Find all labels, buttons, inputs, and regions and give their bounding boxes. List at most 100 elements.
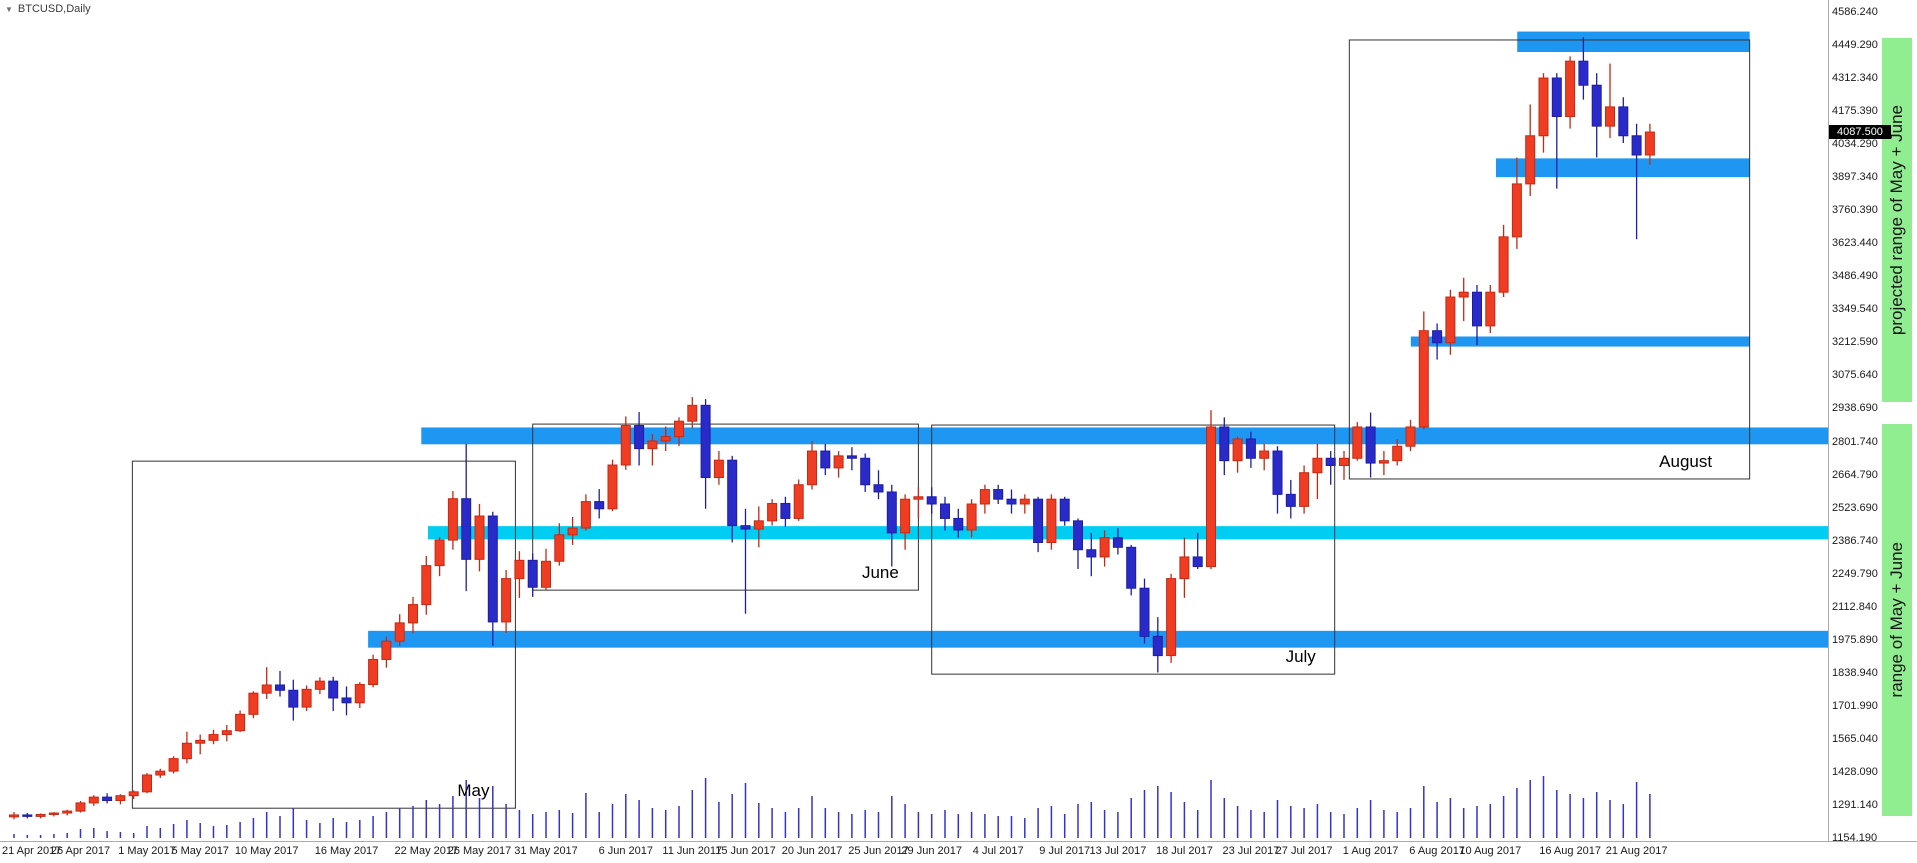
time-axis-label: 16 May 2017 [314,845,379,857]
price-axis-label: 1565.040 [1832,732,1878,745]
time-axis-label: 15 Jun 2017 [715,845,776,857]
band-projected-mid[interactable] [1495,158,1750,178]
candle [1578,60,1589,86]
candle [1445,296,1456,344]
price-axis-label: 4586.240 [1832,6,1878,18]
candle [1259,450,1270,459]
price-axis-label: 2801.740 [1832,435,1878,448]
candle [820,450,831,469]
time-axis-label: 18 Jul 2017 [1155,845,1213,857]
candle [88,796,99,804]
candle [394,622,405,642]
band-may-june-range-high[interactable] [421,427,1829,445]
time-axis-label: 31 May 2017 [514,845,578,857]
candle [434,539,445,567]
candle [1392,445,1403,462]
candle [221,730,232,736]
time-axis-separator [0,841,1917,842]
candle [301,688,312,708]
candle [447,498,458,541]
price-axis-label: 1154.190 [1832,832,1878,844]
candle [594,501,605,510]
candle [235,713,246,732]
candle [1166,578,1177,657]
candle [1033,498,1044,543]
candle [607,464,618,510]
candle [1591,84,1602,127]
candle [115,795,126,802]
candle [1525,135,1536,185]
candle [314,680,325,690]
band-projected-high[interactable] [1517,31,1750,53]
candle [261,684,272,694]
time-axis-label: 9 Jul 2017 [1039,845,1091,857]
symbol-dropdown-icon[interactable]: ▼ [5,4,13,14]
candle [62,810,73,814]
candle [687,404,698,422]
candle [767,503,778,522]
candle [913,496,924,500]
candle [1325,457,1336,466]
region-box-august[interactable] [1348,39,1751,480]
time-axis-label: 6 Aug 2017 [1409,845,1465,857]
band-may-june-range-low[interactable] [368,630,1829,648]
price-axis-label: 2386.740 [1832,534,1878,547]
candle [1099,537,1110,558]
price-axis-label: 3486.490 [1832,270,1878,283]
candle [208,734,219,741]
candle [195,739,206,744]
candle [1232,438,1243,462]
time-axis-label: 4 Jul 2017 [972,845,1024,857]
region-box-may[interactable] [131,460,516,809]
candle [1272,450,1283,495]
candle [660,436,671,442]
time-axis-label: 29 Jun 2017 [901,845,962,857]
price-axis-label: 2523.690 [1832,501,1878,514]
candle [727,459,738,527]
candle [647,440,658,450]
time-axis-label: 13 Jul 2017 [1089,845,1147,857]
candle [22,814,33,817]
price-axis[interactable]: 4586.240 4449.290 4312.340 4175.390 4034.290… [1832,0,1917,844]
candle [421,565,432,606]
candle [634,425,645,450]
price-axis-label: 4312.340 [1832,72,1878,85]
time-axis-label: 10 May 2017 [234,845,299,857]
candle [886,491,897,534]
candle [168,758,179,772]
candle [940,503,950,519]
candle [381,640,392,660]
time-axis-label: 21 Aug 2017 [1605,845,1668,857]
candle [1618,106,1629,137]
region-box-july[interactable] [931,424,1336,675]
candle [9,814,19,818]
candle [833,455,844,469]
candle [807,450,817,486]
candle [474,515,485,560]
candle [487,515,498,623]
candle [1152,635,1163,657]
candle [1019,498,1030,505]
candle [1605,106,1615,127]
side-banner-projected-range[interactable]: projected range of May + June [1882,38,1912,402]
time-axis-label: 6 Jun 2017 [598,845,654,857]
candle [1339,457,1349,466]
candle [48,812,59,815]
candle [966,503,977,531]
time-axis[interactable]: 21 Apr 2017 26 Apr 2017 1 May 2017 5 May 20… [0,845,1828,861]
current-price-tag: 4087.500 [1829,125,1891,140]
current-price-value: 4087.500 [1837,126,1883,139]
band-mid-range[interactable] [427,526,1829,540]
candle [846,455,857,459]
candle [953,517,964,531]
candle [1378,460,1389,464]
price-axis-label: 3212.590 [1832,336,1878,349]
candle [1432,330,1443,344]
time-axis-label: 25 Jun 2017 [848,845,909,857]
candle [1126,546,1137,589]
side-banner-range[interactable]: range of May + June [1882,424,1912,816]
candle [1179,556,1190,580]
band-projected-low[interactable] [1410,336,1750,347]
price-axis-label: 3623.440 [1832,237,1878,250]
